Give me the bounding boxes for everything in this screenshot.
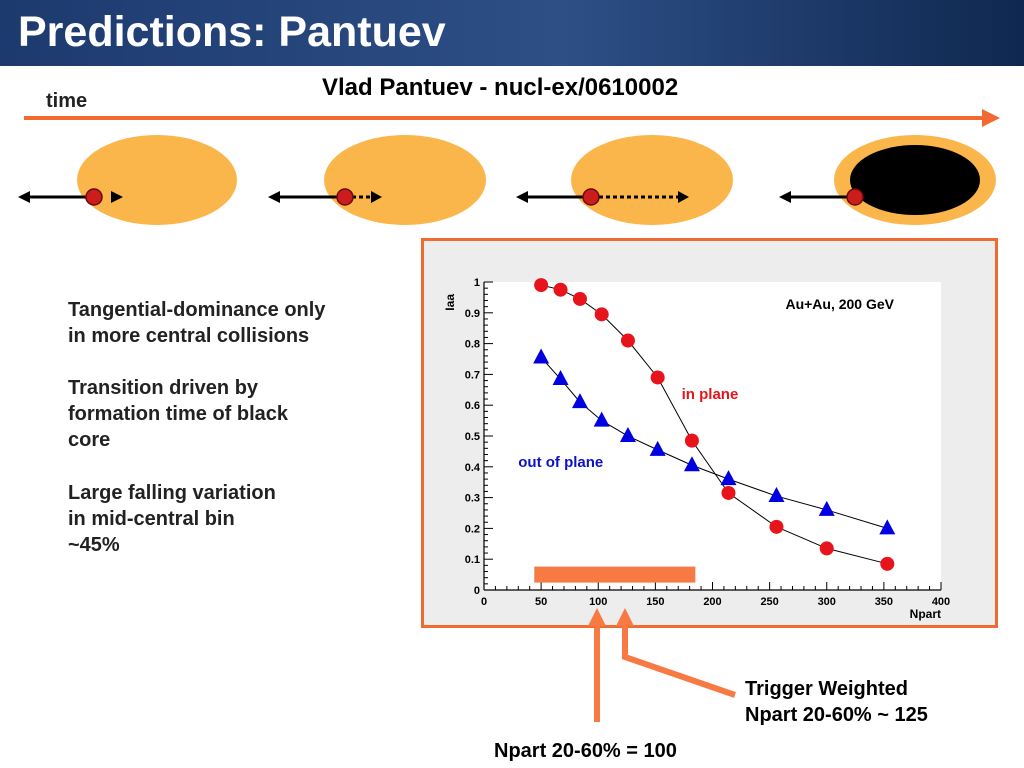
y-tick-label: 0.7 [465,369,480,381]
iaa-chart: 0 50 100 150 200 250 300 350 400 0 0.1 0.2 0.3 0.4 0.5… [443,277,950,621]
stage-4 [779,135,996,225]
x-tick-label: 300 [818,596,836,608]
fireball-2 [324,135,486,225]
time-label: time [46,90,88,112]
stage-2 [268,135,486,225]
trigger-weighted-annotation: Trigger Weighted Npart 20-60% ~ 125 [745,678,928,726]
black-core [850,145,980,215]
parton-dot-3 [582,188,600,206]
plot-frame: 0 50 100 150 200 250 300 350 400 0 0.1 0.2 0.3 0.4 0.5… [421,238,998,628]
time-diagram [18,109,1000,225]
point-in-plane [880,556,895,571]
series-label-1: out of plane [518,454,603,471]
y-axis-label: Iaa [443,294,457,311]
bullet-falling-variation: Large falling variation in mid-central b… [68,482,276,556]
point-out-of-plane [533,348,550,364]
x-tick-label: 0 [481,596,487,608]
y-tick-label: 0.3 [465,493,480,505]
x-tick-label: 200 [703,596,721,608]
chart-title: Au+Au, 200 GeV [785,296,894,312]
parton-dot-4 [846,188,864,206]
point-in-plane [553,282,568,297]
point-in-plane [620,333,635,348]
time-arrow [24,109,1000,127]
y-tick-label: 1 [474,277,480,289]
point-in-plane [534,278,549,293]
slide-title: Predictions: Pantuev [18,8,446,56]
point-out-of-plane [818,500,835,516]
point-out-of-plane [649,440,666,456]
npart-range-bar [534,566,696,583]
point-out-of-plane [593,411,610,427]
point-in-plane [684,433,699,448]
series-label-0: in plane [682,386,739,403]
y-tick-label: 0 [474,585,480,597]
y-tick-label: 0.8 [465,339,480,351]
x-tick-label: 100 [589,596,607,608]
stage-1 [18,135,237,225]
point-in-plane [769,519,784,534]
parton-dot-2 [336,188,354,206]
x-tick-label: 400 [932,596,950,608]
parton-dot-1 [85,188,103,206]
y-tick-label: 0.2 [465,523,480,535]
npart-annotation: Npart 20-60% = 100 [494,740,677,762]
point-in-plane [721,485,736,500]
fireball-1 [77,135,237,225]
point-in-plane [819,541,834,556]
x-tick-label: 250 [760,596,778,608]
plot-area [484,282,941,590]
fireball-3 [571,135,733,225]
point-out-of-plane [879,519,896,535]
bullet-transition: Transition driven by formation time of b… [68,377,289,451]
point-out-of-plane [768,487,785,503]
point-out-of-plane [619,427,636,442]
point-out-of-plane [683,456,700,472]
y-tick-label: 0.4 [465,462,481,474]
bullet-tangential: Tangential-dominance only in more centra… [68,299,326,347]
point-out-of-plane [552,370,569,386]
point-in-plane [594,307,609,322]
stage-3 [516,135,733,225]
title-bar: Predictions: Pantuev [0,0,1024,66]
x-tick-label: 50 [535,596,547,608]
y-tick-label: 0.9 [465,308,480,320]
point-out-of-plane [571,393,588,409]
y-tick-label: 0.5 [465,431,480,443]
y-tick-label: 0.6 [465,400,480,412]
x-tick-label: 350 [875,596,893,608]
point-out-of-plane [720,470,737,486]
y-tick-label: 0.1 [465,554,480,566]
citation: Vlad Pantuev - nucl-ex/0610002 [322,74,679,101]
x-axis-label: Npart [910,607,941,621]
x-tick-label: 150 [646,596,664,608]
point-in-plane [572,291,587,306]
point-in-plane [650,370,665,385]
